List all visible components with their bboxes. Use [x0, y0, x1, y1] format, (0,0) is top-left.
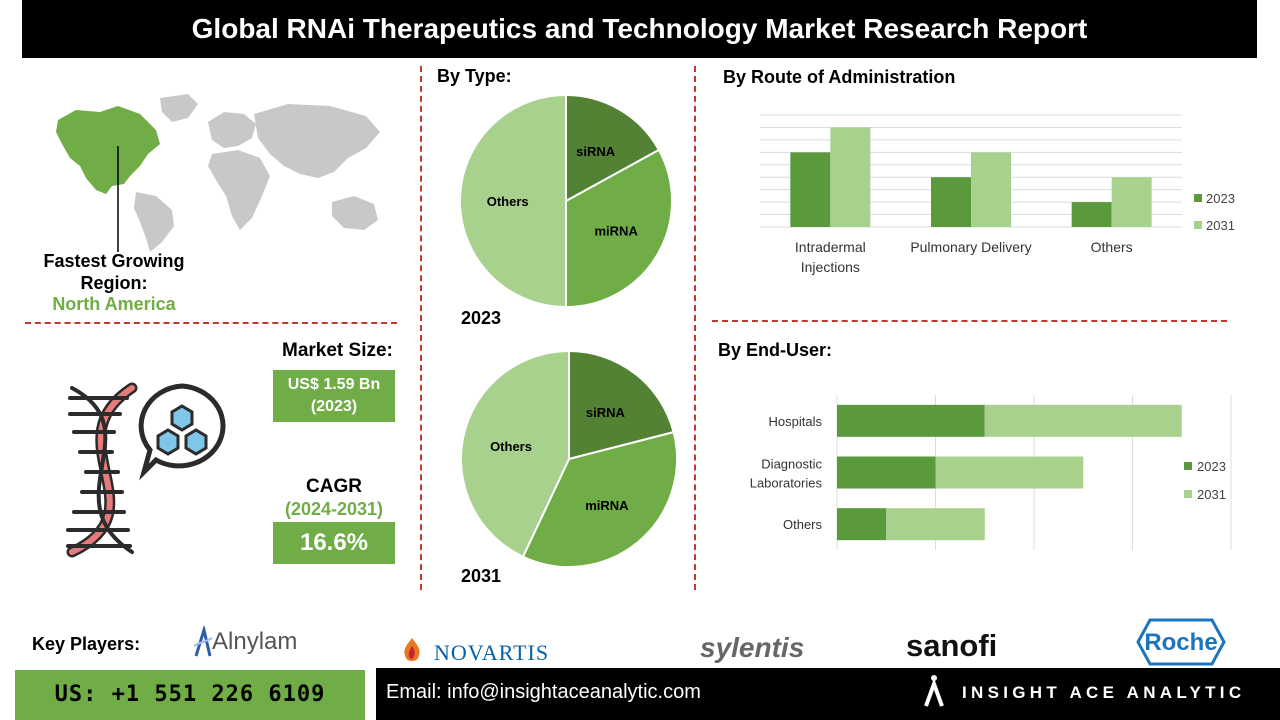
route-legend-label-2031: 2031: [1206, 218, 1235, 233]
pie-slice-mirna: [521, 430, 678, 568]
enduser-bar-2023: [837, 456, 936, 489]
pie-label-sirna: siRNA: [576, 144, 616, 159]
route-bar-2023: [931, 177, 971, 227]
divider-left: [420, 66, 422, 590]
north-america-shape: [56, 106, 160, 194]
asia-shape: [254, 104, 380, 178]
key-players-label: Key Players:: [32, 634, 141, 654]
route-legend-label-2023: 2023: [1206, 191, 1235, 206]
route-bar-2023: [790, 152, 831, 227]
route-legend-swatch-2031: [1194, 221, 1202, 229]
alnylam-text: Alnylam: [212, 628, 298, 655]
market-size-year: (2023): [310, 398, 358, 415]
pie-2023-year: 2023: [461, 308, 502, 328]
pie-label-mirna: miRNA: [595, 224, 639, 239]
enduser-category-label: Hospitals: [769, 414, 823, 429]
route-category-label: Intradermal: [795, 239, 866, 255]
cagr-period: (2024-2031): [284, 499, 384, 519]
enduser-bar-2023: [837, 404, 985, 437]
roche-text: Roche: [1144, 629, 1217, 656]
alnylam-swoosh-icon: [193, 626, 213, 657]
enduser-bar-2031: [984, 404, 1182, 437]
route-chart-title: By Route of Administration: [723, 67, 956, 87]
novartis-logo: NOVARTIS: [400, 636, 560, 666]
phone-contact[interactable]: US: +1 551 226 6109: [15, 670, 365, 720]
pie-label-mirna: miRNA: [585, 498, 629, 513]
pie-slice-sirna: [568, 349, 675, 461]
molecule-chat-bubble-icon: [138, 383, 226, 481]
pie-slice-others: [459, 93, 567, 309]
route-bar-2031: [971, 152, 1011, 227]
pie-slice-sirna: [565, 93, 661, 203]
enduser-legend-swatch-2031: [1184, 490, 1192, 498]
route-category-label: Others: [1091, 239, 1133, 255]
enduser-legend-swatch-2023: [1184, 462, 1192, 470]
divider-right: [694, 66, 696, 590]
enduser-legend-label-2031: 2031: [1197, 487, 1226, 502]
enduser-bar-2023: [837, 508, 887, 541]
pie-chart-2031: siRNA miRNA Others: [460, 349, 678, 568]
enduser-category-label: Laboratories: [750, 476, 823, 491]
dna-helix-icon: [66, 382, 226, 558]
pie-label-others: Others: [490, 439, 532, 454]
market-size-label: Market Size:: [282, 340, 393, 361]
pie-label-others: Others: [487, 194, 529, 209]
pie-slice-mirna: [565, 148, 673, 309]
sylentis-logo: sylentis: [700, 632, 805, 663]
europe-shape: [208, 112, 256, 148]
route-bar-chart: Intradermal Injections Pulmonary Delivery O…: [760, 114, 1235, 275]
roche-logo: Roche: [1136, 618, 1226, 666]
fastest-region-label: Fastest Growing Region:: [43, 251, 185, 293]
pie-label-sirna: siRNA: [586, 405, 626, 420]
pie-2031-year: 2031: [461, 566, 502, 586]
fastest-region-value: North America: [52, 294, 176, 314]
divider-region: [25, 322, 397, 324]
cagr-value: 16.6%: [273, 522, 395, 564]
cagr-label: CAGR: [306, 476, 362, 497]
sanofi-logo: sanofi: [906, 628, 998, 663]
enduser-category-label: Others: [783, 517, 823, 532]
email-contact[interactable]: Email: info@insightaceanalytic.com: [386, 681, 701, 703]
enduser-bar-chart: Hospitals Diagnostic Laboratories Others 202…: [750, 395, 1232, 550]
enduser-bar-2031: [886, 508, 985, 541]
route-category-label: Injections: [801, 259, 860, 275]
type-chart-title: By Type:: [437, 66, 512, 86]
africa-shape: [208, 150, 270, 230]
brand-name: INSIGHT ACE ANALYTIC: [962, 683, 1246, 702]
south-america-shape: [134, 192, 174, 252]
alnylam-logo: Alnylam: [192, 626, 312, 662]
report-title: Global RNAi Therapeutics and Technology …: [22, 0, 1257, 58]
pie-slice-others: [460, 349, 570, 559]
enduser-category-label: Diagnostic: [761, 457, 822, 472]
insight-ace-logo-icon: [924, 675, 944, 707]
divider-route: [712, 320, 1227, 322]
greenland-shape: [160, 94, 198, 122]
route-category-label: Pulmonary Delivery: [910, 239, 1031, 255]
enduser-bar-2031: [935, 456, 1084, 489]
pie-chart-2023: siRNA miRNA Others: [459, 93, 673, 309]
market-size-value: US$ 1.59 Bn: [287, 376, 381, 393]
market-size-box: US$ 1.59 Bn (2023): [273, 370, 395, 422]
route-bar-2031: [830, 127, 871, 227]
route-legend-swatch-2023: [1194, 194, 1202, 202]
enduser-legend-label-2023: 2023: [1197, 459, 1226, 474]
enduser-chart-title: By End-User:: [718, 340, 833, 360]
footer-contact-bar: Email: info@insightaceanalytic.com INSIG…: [376, 668, 1280, 720]
novartis-text: NOVARTIS: [434, 640, 550, 665]
novartis-flame-icon: [404, 638, 420, 661]
world-map-icon: [56, 94, 380, 252]
route-bar-2023: [1071, 202, 1112, 227]
route-bar-2031: [1111, 177, 1152, 227]
australia-shape: [332, 196, 378, 230]
